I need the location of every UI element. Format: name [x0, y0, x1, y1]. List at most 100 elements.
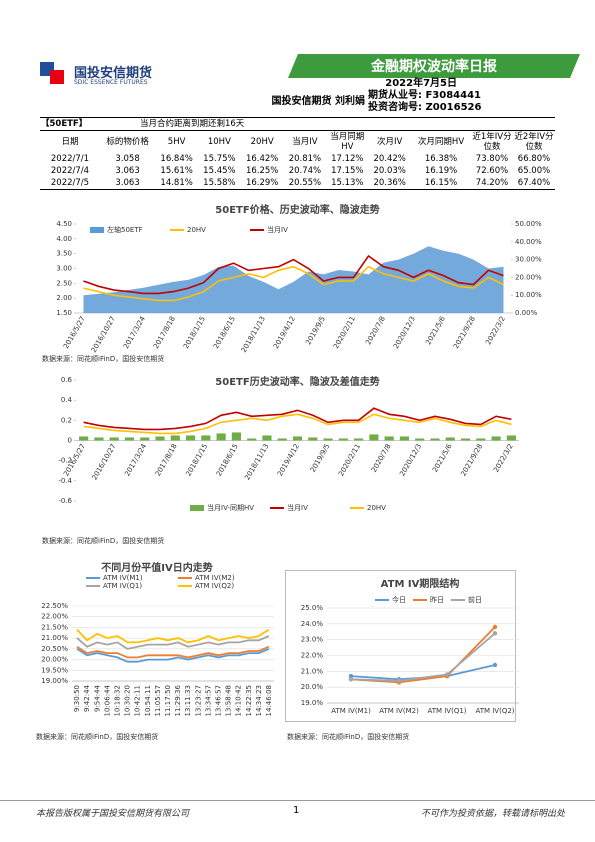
y-tick-label: 19.50% — [41, 666, 68, 674]
column-header: 当月IV — [292, 137, 318, 147]
bar — [338, 438, 348, 441]
bar — [262, 435, 272, 441]
table-block: 【50ETF】 当月合约距离到期还剩16天 日期 标的物价格 5HV 10HV 20HV 当… — [40, 117, 555, 190]
bar — [476, 438, 486, 441]
y-tick-label: 21.0% — [301, 667, 324, 675]
x-tick-label: 11:05:57 — [154, 685, 162, 716]
bar — [155, 436, 165, 441]
bar — [430, 438, 440, 441]
table-cell: 20.55% — [288, 178, 322, 188]
marker — [444, 672, 450, 677]
x-tick-label: 10:54:11 — [144, 685, 152, 716]
y-tick-label: -0.2 — [58, 457, 72, 465]
table-cell: 20.81% — [288, 154, 322, 164]
footer-left: 本报告版权属于国投安信期货有限公司 — [36, 809, 190, 819]
banner-bg — [288, 54, 580, 78]
note: 当月合约距离到期还剩16天 — [139, 119, 245, 129]
table-row: 2022/7/1 3.058 16.84% 15.75% 16.42% 20.81% 17.… — [40, 153, 555, 165]
table-cell: 20.03% — [373, 166, 406, 176]
company: 国投安信期货 — [74, 66, 153, 81]
x-tick-label: 10:18:32 — [113, 685, 121, 716]
x-tick-label: 2016/10/27 — [90, 315, 117, 354]
column-header: 20HV — [250, 137, 274, 147]
chart-title: 50ETF价格、历史波动率、隐波走势 — [215, 203, 379, 216]
legend-label: 20HV — [367, 504, 386, 512]
bar — [140, 437, 150, 441]
y-tick-label: 0.00% — [515, 309, 538, 317]
bar — [231, 432, 241, 441]
table-cell: 17.12% — [331, 154, 364, 164]
bar — [399, 436, 410, 441]
x-tick-label: 2019/9/5 — [304, 315, 327, 346]
source: 数据来源：同花顺iFinD，国投安信期货 — [42, 354, 164, 363]
column-header: 近2年IV分位数 — [514, 132, 554, 152]
table-cell: 17.15% — [331, 166, 364, 176]
marker — [348, 677, 354, 682]
chart-title: 不同月份平值IV日内走势 — [101, 561, 212, 574]
bar — [247, 438, 257, 441]
y-tick-label: 3.00 — [56, 265, 72, 273]
table-cell: 3.063 — [115, 178, 140, 188]
bar — [216, 433, 226, 441]
column-header: 当月同期HV — [330, 132, 365, 152]
y-tick-label: 19.00% — [41, 677, 68, 685]
column-header: 10HV — [207, 137, 231, 147]
legend-label: 今日 — [392, 595, 406, 604]
x-tick-label: 9:42:44 — [83, 684, 91, 712]
x-tick-label: 11:17:50 — [164, 685, 172, 716]
column-header: 标的物价格 — [106, 137, 149, 147]
table-cell: 72.60% — [475, 166, 509, 176]
x-tick-label: 10:30:20 — [124, 685, 132, 716]
line — [83, 407, 512, 431]
chart-title: ATM IV期限结构 — [381, 577, 460, 590]
legend-label: 昨日 — [430, 595, 444, 604]
y-tick-label: 40.00% — [515, 238, 542, 246]
x-tick-label: ATM IV(M2) — [379, 707, 419, 715]
table-cell: 16.29% — [245, 178, 279, 188]
logo-block — [50, 70, 64, 84]
y-tick-label: 4.00 — [56, 235, 72, 243]
bar — [323, 438, 333, 441]
x-tick-label: 2019/9/5 — [309, 443, 332, 474]
x-tick-label: 2018/1/15 — [184, 443, 209, 478]
bar — [109, 437, 119, 441]
x-tick-label: 2021/5/6 — [431, 442, 454, 474]
line — [350, 632, 496, 682]
table-cell: 2022/7/1 — [50, 154, 90, 164]
y-tick-label: 22.50% — [41, 602, 68, 610]
product: 【50ETF】 — [41, 119, 88, 129]
line — [350, 626, 496, 684]
bar — [124, 437, 135, 441]
legend-swatch — [90, 227, 104, 233]
y-tick-label: 0.4 — [61, 396, 73, 404]
legend-label: ATM IV(Q2) — [195, 582, 234, 590]
x-tick-label: 10:42:11 — [134, 685, 142, 716]
x-tick-label: 2022/3/2 — [492, 443, 515, 474]
table-cell: 65.00% — [517, 166, 551, 176]
table-cell: 16.25% — [245, 166, 279, 176]
column-header: 次月同期HV — [417, 137, 465, 147]
x-tick-label: 2018/11/13 — [240, 315, 267, 354]
bar — [369, 434, 379, 441]
x-tick-label: 2021/9/28 — [459, 443, 484, 478]
x-tick-label: 2020/2/11 — [337, 443, 362, 478]
x-tick-label: 14:10:42 — [235, 685, 243, 716]
y-tick-label: 0.2 — [61, 416, 72, 424]
x-tick-label: 2020/12/3 — [392, 315, 417, 350]
x-tick-label: 2020/2/11 — [332, 315, 357, 350]
x-tick-label: 2016/10/27 — [91, 443, 118, 482]
y-tick-label: 24.0% — [301, 620, 324, 628]
y-tick-label: 2.00 — [56, 294, 72, 302]
bar — [460, 438, 471, 441]
bar — [292, 436, 303, 441]
license: 期货从业号: F3084441 — [368, 90, 482, 101]
y-tick-label: 21.50% — [41, 623, 68, 631]
marker — [396, 678, 402, 684]
bar — [491, 436, 501, 441]
table-cell: 66.80% — [517, 154, 551, 164]
y-tick-label: 10.00% — [515, 291, 542, 299]
